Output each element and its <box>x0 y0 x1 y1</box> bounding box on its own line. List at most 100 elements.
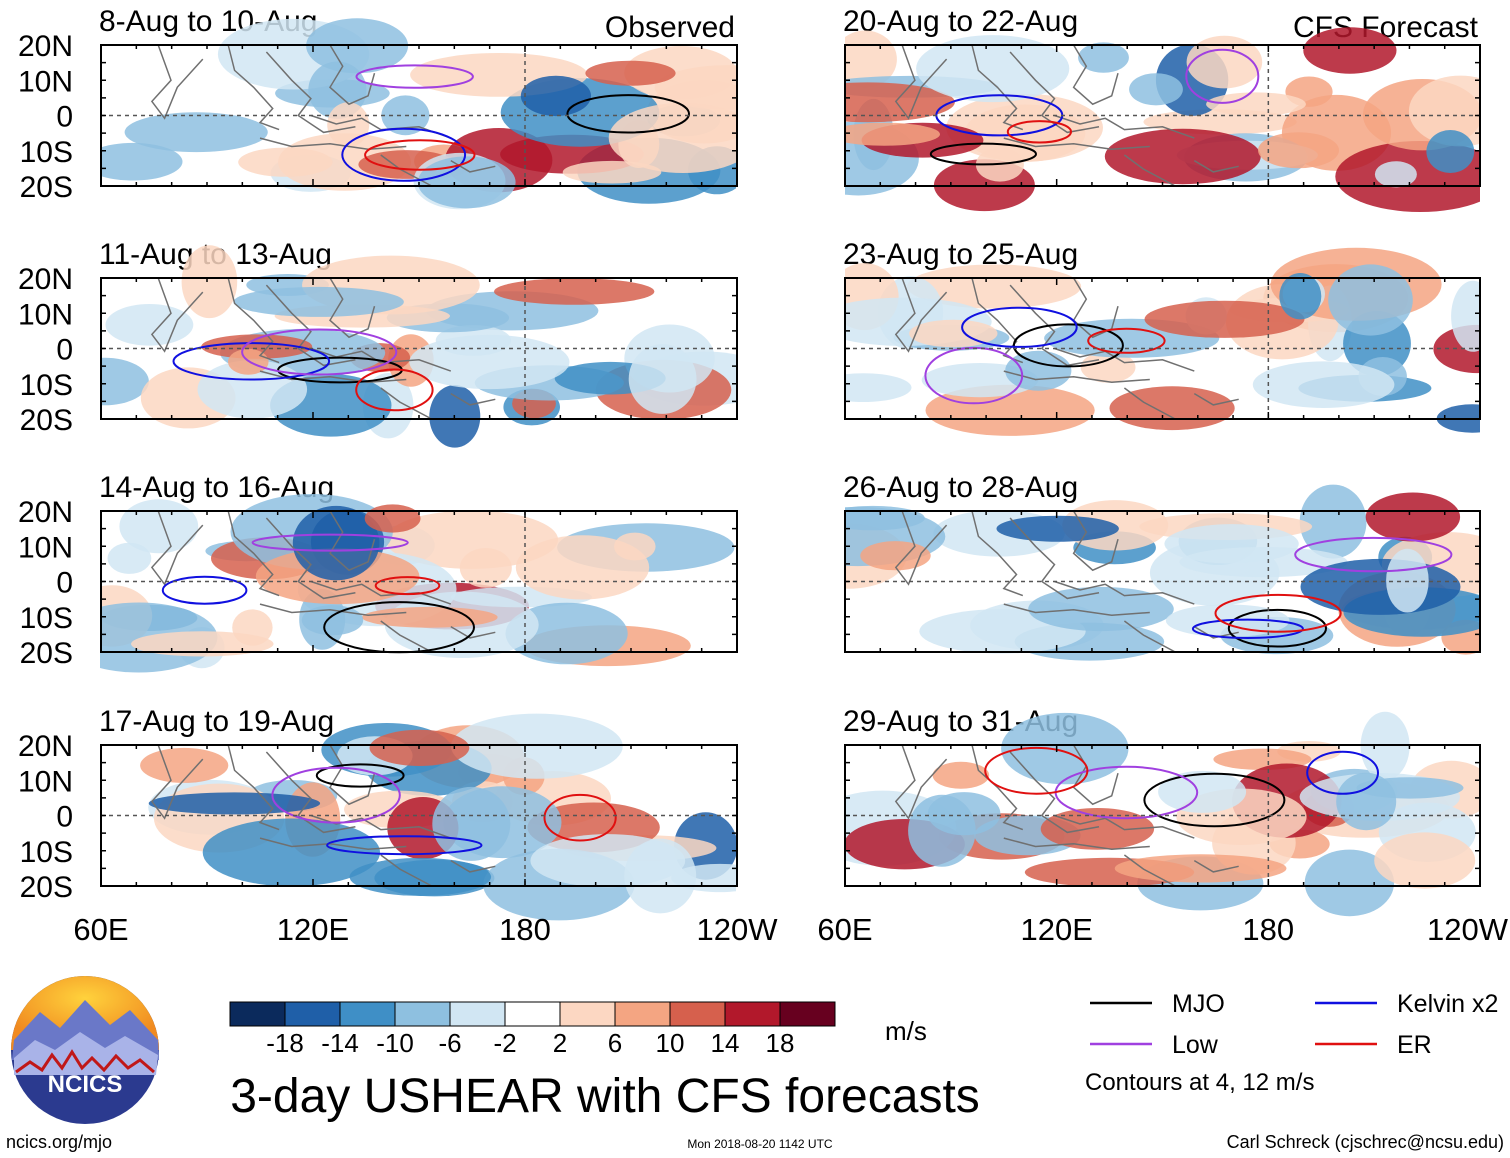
shading-blob <box>140 747 229 783</box>
shading-blob <box>362 606 498 628</box>
shading-blob <box>1129 73 1183 106</box>
shading-blob <box>927 792 1001 836</box>
coastline <box>1054 580 1195 605</box>
colorbar-swatch <box>284 1001 341 1027</box>
shading <box>100 18 736 210</box>
coastline <box>259 603 407 617</box>
shading-blob <box>197 360 308 419</box>
shading <box>845 484 1480 661</box>
coastline <box>1054 114 1195 139</box>
contour-line <box>961 306 1078 348</box>
contour-line <box>1006 120 1073 144</box>
lat-tick-label: 20S <box>20 404 73 437</box>
contour-line <box>1294 536 1453 573</box>
coastline <box>380 854 433 887</box>
shading-blob <box>1001 712 1129 785</box>
shading <box>845 27 1480 212</box>
shading-blob <box>1114 854 1287 883</box>
shading-blob <box>946 93 1103 162</box>
contour-line <box>341 127 467 182</box>
lon-tick-label: 120E <box>1020 912 1092 947</box>
contour-line <box>1185 48 1260 104</box>
chart-title: 3-day USHEAR with CFS forecasts <box>230 1070 980 1123</box>
contour-line <box>315 763 405 788</box>
lat-tick-label: 20S <box>20 171 73 204</box>
shading-blob <box>1299 484 1367 559</box>
contour-line <box>1143 772 1286 828</box>
coastline <box>227 744 280 831</box>
contour-line <box>543 793 617 842</box>
lon-tick-label: 120W <box>1427 912 1509 947</box>
coastline <box>380 387 433 420</box>
contour-line <box>172 342 331 381</box>
coastline <box>227 277 280 364</box>
colorbar-swatch <box>449 1001 506 1027</box>
panel: 26-Aug to 28-Aug <box>843 471 1481 661</box>
contour-line <box>374 576 441 596</box>
shading-blob <box>907 264 1082 309</box>
lat-tick-label: 10S <box>20 136 73 169</box>
colorbar-swatch <box>339 1001 396 1027</box>
coastline <box>1009 51 1100 134</box>
contour-line <box>1227 608 1328 648</box>
shading-blob <box>100 142 183 181</box>
coastline <box>265 751 356 834</box>
coastline <box>329 744 376 806</box>
shading-blob <box>148 792 321 815</box>
coastline <box>1003 603 1150 617</box>
lon-tick-label: 180 <box>1242 912 1294 947</box>
shading-blob <box>1356 777 1464 799</box>
panel-title: 20-Aug to 22-Aug <box>843 5 1078 38</box>
contour-line <box>1214 593 1342 633</box>
coastline <box>259 837 407 851</box>
colorbar-label: -2 <box>493 1028 516 1058</box>
coastline <box>450 859 496 873</box>
legend: MJO Kelvin x2 Low ER <box>1090 990 1498 1059</box>
legend-label: MJO <box>1172 990 1225 1018</box>
coastline <box>380 620 433 653</box>
shading-blob <box>1078 42 1129 73</box>
shading-blob <box>238 147 333 177</box>
coastline <box>1193 859 1239 873</box>
shading-blob <box>100 357 149 406</box>
colorbar-label: -10 <box>376 1028 414 1058</box>
shading-blob <box>409 334 570 390</box>
colorbar-swatch <box>504 1001 561 1027</box>
colorbar-swatch <box>559 1001 616 1027</box>
coastline <box>450 625 496 639</box>
legend-label: Low <box>1172 1031 1219 1059</box>
colorbar: -18 -14 -10 -6 -2 2 6 10 14 18 <box>229 1001 836 1058</box>
lat-tick-label: 0 <box>56 801 73 834</box>
legend-label: Kelvin x2 <box>1397 990 1498 1018</box>
coastline <box>227 44 280 131</box>
coastline <box>1123 154 1176 187</box>
shading-blob <box>124 112 268 153</box>
coastline <box>227 510 280 597</box>
shading-blob <box>1304 849 1395 917</box>
coastline <box>1054 814 1195 839</box>
lat-tick-label: 10S <box>20 602 73 635</box>
colorbar-swatch <box>394 1001 451 1027</box>
shading-blob <box>349 857 492 896</box>
shading-blob <box>1179 547 1348 578</box>
shading-blob <box>1104 128 1261 185</box>
footer-author: Carl Schreck (cjschrec@ncsu.edu) <box>1227 1132 1504 1152</box>
coastline <box>259 137 407 151</box>
coastline <box>150 510 204 586</box>
contour-line <box>1087 327 1166 354</box>
shading-blob <box>996 515 1119 542</box>
coastline <box>310 580 452 605</box>
coastline <box>1003 837 1150 851</box>
lat-tick-label: 10N <box>18 65 73 98</box>
shading-blob <box>459 548 512 588</box>
shading-blob <box>131 631 274 657</box>
lat-tick-label: 10S <box>20 836 73 869</box>
panel: 29-Aug to 31-Aug <box>843 705 1481 917</box>
shading-blob <box>451 713 623 779</box>
coastline <box>1003 370 1150 384</box>
shading-blob <box>1258 132 1339 169</box>
